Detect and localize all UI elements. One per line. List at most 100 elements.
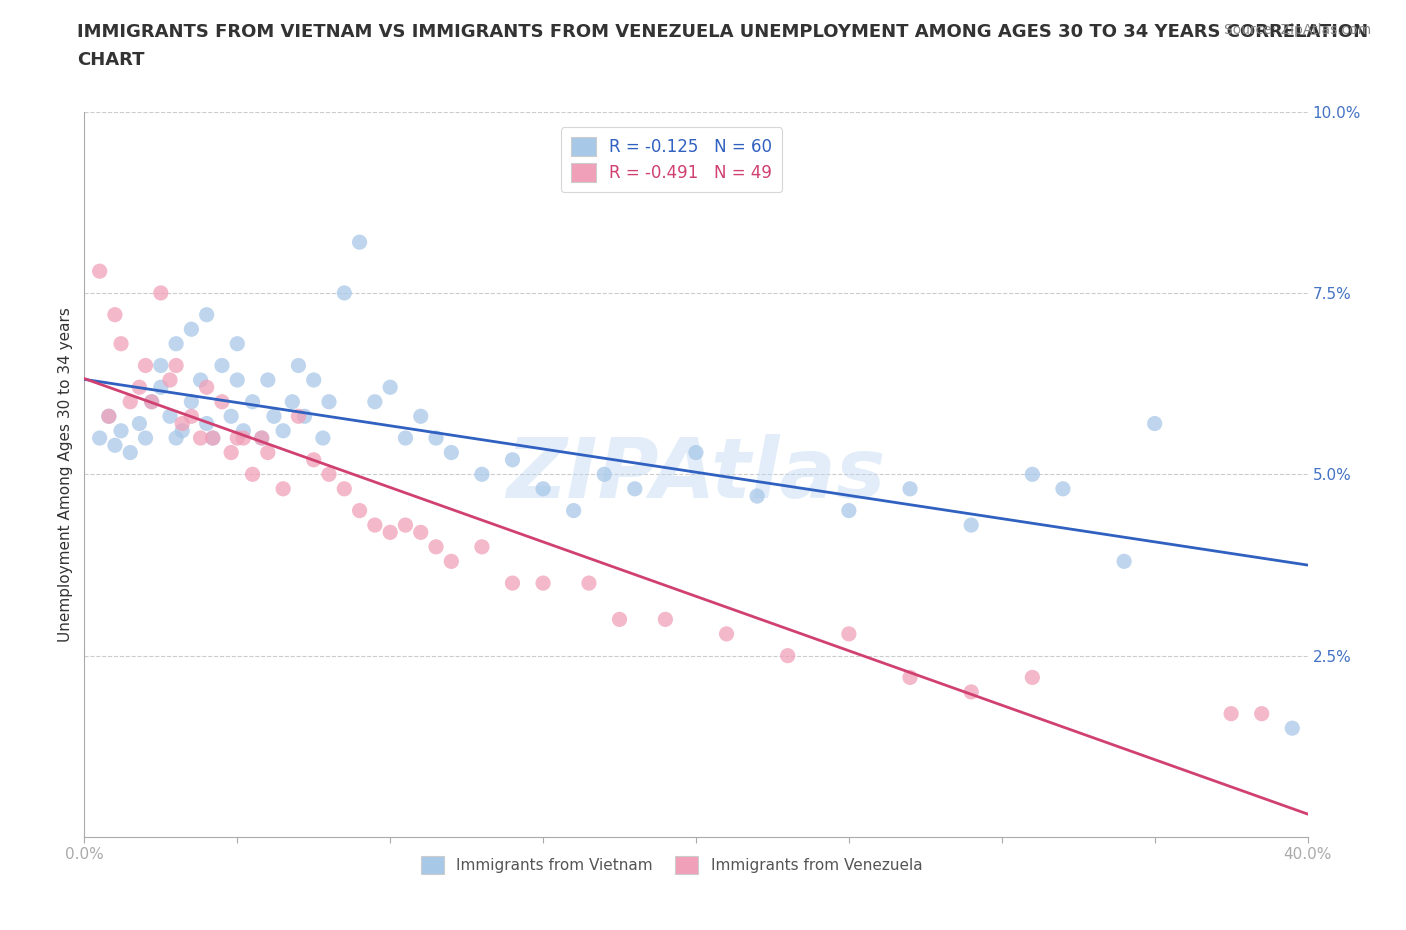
Point xyxy=(149,358,172,373)
Point xyxy=(380,525,402,539)
Point xyxy=(190,373,212,388)
Point xyxy=(1114,554,1136,569)
Point xyxy=(318,394,340,409)
Point xyxy=(232,431,254,445)
Point xyxy=(531,482,554,497)
Point xyxy=(1281,721,1303,736)
Point xyxy=(502,576,524,591)
Point xyxy=(349,234,371,249)
Point xyxy=(120,394,142,409)
Point xyxy=(898,482,921,497)
Point xyxy=(333,286,356,300)
Point xyxy=(312,431,335,445)
Text: Source: ZipAtlas.com: Source: ZipAtlas.com xyxy=(1223,23,1371,37)
Point xyxy=(364,518,387,533)
Point xyxy=(838,627,860,642)
Point xyxy=(128,416,150,431)
Point xyxy=(135,358,157,373)
Point xyxy=(1220,706,1243,721)
Point xyxy=(104,307,127,322)
Point xyxy=(531,576,554,591)
Point xyxy=(425,539,447,554)
Point xyxy=(257,373,280,388)
Point xyxy=(201,431,224,445)
Point xyxy=(149,286,172,300)
Point xyxy=(593,467,616,482)
Point xyxy=(89,264,111,279)
Point xyxy=(394,431,416,445)
Point xyxy=(1021,670,1043,684)
Point xyxy=(257,445,280,460)
Point xyxy=(149,379,172,394)
Point xyxy=(333,482,356,497)
Point xyxy=(180,394,202,409)
Point xyxy=(135,431,157,445)
Point xyxy=(1021,467,1043,482)
Point xyxy=(172,416,194,431)
Point xyxy=(287,409,309,424)
Point xyxy=(141,394,163,409)
Point xyxy=(226,431,249,445)
Point xyxy=(89,431,111,445)
Point xyxy=(716,627,738,642)
Point xyxy=(302,373,325,388)
Point xyxy=(1143,416,1166,431)
Point xyxy=(250,431,273,445)
Point xyxy=(471,539,494,554)
Point xyxy=(195,379,218,394)
Point xyxy=(318,467,340,482)
Point xyxy=(180,322,202,337)
Point xyxy=(201,431,224,445)
Point xyxy=(219,445,242,460)
Point xyxy=(165,431,187,445)
Point xyxy=(838,503,860,518)
Point xyxy=(960,518,983,533)
Point xyxy=(471,467,494,482)
Point xyxy=(287,358,309,373)
Point xyxy=(1052,482,1074,497)
Point xyxy=(409,409,432,424)
Point xyxy=(97,409,120,424)
Point xyxy=(654,612,676,627)
Point xyxy=(281,394,304,409)
Text: CHART: CHART xyxy=(77,51,145,69)
Point xyxy=(1250,706,1272,721)
Point xyxy=(104,438,127,453)
Point xyxy=(165,337,187,352)
Point xyxy=(502,452,524,467)
Point xyxy=(226,373,249,388)
Point xyxy=(110,423,132,438)
Point xyxy=(271,423,294,438)
Point xyxy=(195,307,218,322)
Point xyxy=(172,423,194,438)
Point xyxy=(128,379,150,394)
Point xyxy=(302,452,325,467)
Point xyxy=(425,431,447,445)
Point xyxy=(294,409,316,424)
Point xyxy=(263,409,285,424)
Point xyxy=(250,431,273,445)
Legend: Immigrants from Vietnam, Immigrants from Venezuela: Immigrants from Vietnam, Immigrants from… xyxy=(415,850,928,880)
Point xyxy=(165,358,187,373)
Point xyxy=(349,503,371,518)
Point xyxy=(440,445,463,460)
Point xyxy=(242,394,264,409)
Point xyxy=(440,554,463,569)
Point xyxy=(195,416,218,431)
Point xyxy=(159,409,181,424)
Point xyxy=(271,482,294,497)
Point xyxy=(97,409,120,424)
Point xyxy=(211,394,233,409)
Point xyxy=(232,423,254,438)
Point xyxy=(364,394,387,409)
Point xyxy=(219,409,242,424)
Point xyxy=(685,445,707,460)
Point xyxy=(562,503,585,518)
Point xyxy=(609,612,631,627)
Point xyxy=(898,670,921,684)
Point xyxy=(211,358,233,373)
Point xyxy=(578,576,600,591)
Point xyxy=(190,431,212,445)
Point xyxy=(120,445,142,460)
Point xyxy=(624,482,647,497)
